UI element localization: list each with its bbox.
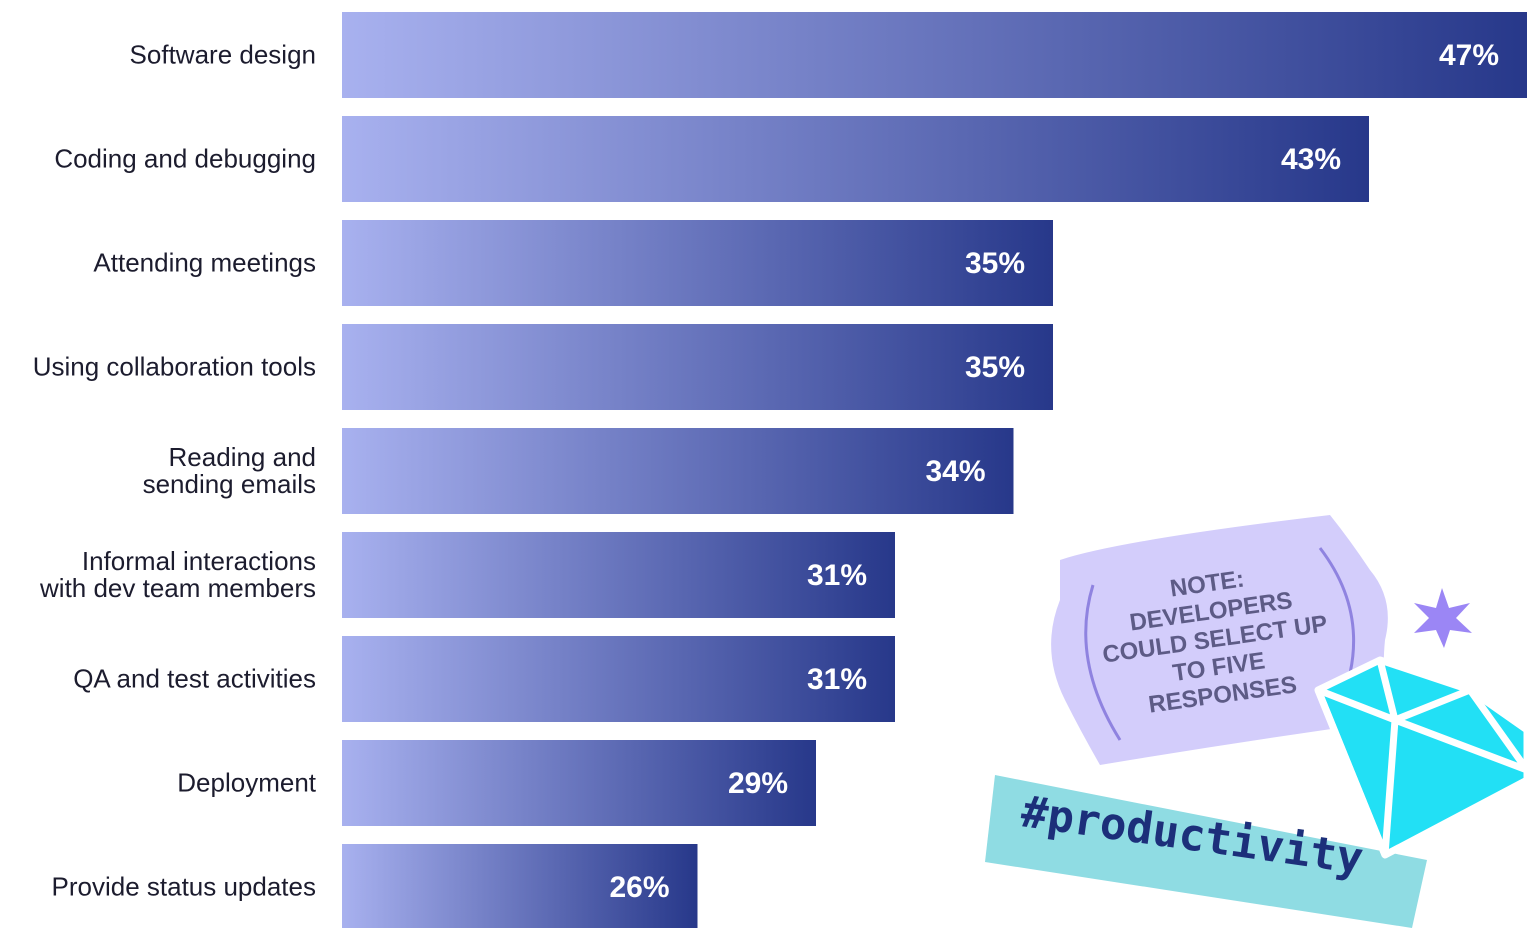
value-label: 31%: [807, 663, 867, 696]
star: [1414, 588, 1472, 648]
bar: [342, 12, 1527, 98]
category-label: Coding and debugging: [54, 143, 316, 174]
bar: [342, 428, 1014, 514]
ticket-line: [1084, 584, 1122, 741]
value-label: 35%: [965, 351, 1025, 384]
value-label: 31%: [807, 559, 867, 592]
bar: [342, 740, 816, 826]
note-ticket: [1051, 515, 1395, 765]
category-label: Using collaboration tools: [32, 351, 316, 382]
value-label: 47%: [1439, 39, 1499, 72]
value-label: 26%: [609, 871, 669, 904]
category-label: Provide status updates: [51, 871, 317, 902]
value-label: 35%: [965, 247, 1025, 280]
tag-sticker: [985, 775, 1427, 928]
category-label: QA and test activities: [73, 663, 316, 694]
category-label: Attending meetings: [93, 247, 316, 278]
value-label: 43%: [1281, 143, 1341, 176]
bar: [342, 324, 1053, 410]
value-label: 34%: [925, 455, 985, 488]
category-label: Reading and sending emails: [142, 442, 316, 499]
diamond: [1314, 656, 1527, 859]
category-label: Deployment: [177, 767, 316, 798]
bar: [342, 220, 1053, 306]
category-label: Informal interactions with dev team memb…: [40, 546, 316, 603]
bar: [342, 636, 895, 722]
bar: [342, 116, 1369, 202]
category-label: Software design: [129, 39, 316, 70]
bar: [342, 844, 698, 928]
bar: [342, 532, 895, 618]
value-label: 29%: [728, 767, 788, 800]
